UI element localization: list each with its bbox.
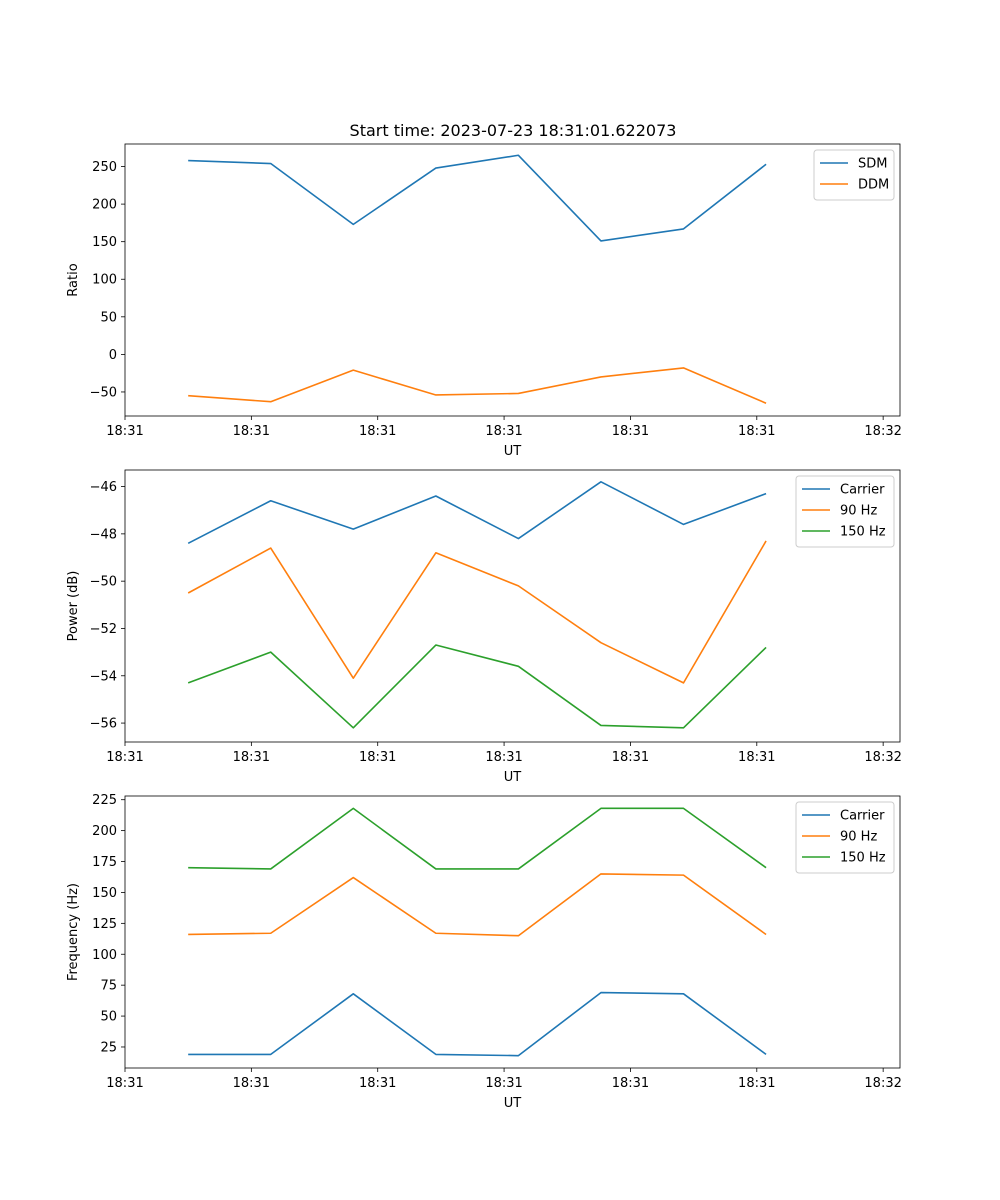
chart-1-y-tick-label: 150 — [92, 235, 117, 250]
chart-2-x-axis-label: UT — [504, 770, 522, 785]
chart-1-x-tick-label: 18:31 — [612, 424, 649, 439]
chart-1-x-tick-label: 18:32 — [864, 424, 901, 439]
chart-2-x-tick-label: 18:31 — [485, 750, 522, 765]
chart-3-x-tick-label: 18:31 — [106, 1076, 143, 1091]
chart-2-legend-label: Carrier — [840, 483, 885, 498]
chart-3-y-tick-label: 100 — [92, 948, 117, 963]
chart-3-x-tick-label: 18:31 — [359, 1076, 396, 1091]
chart-3-legend-label: 150 Hz — [840, 851, 886, 866]
chart-1-x-tick-label: 18:31 — [359, 424, 396, 439]
chart-2-legend-label: 150 Hz — [840, 525, 886, 540]
chart-3-y-tick-label: 175 — [92, 855, 117, 870]
chart-2-legend: Carrier 90 Hz 150 Hz — [795, 475, 895, 548]
chart-2-x-tick-label: 18:31 — [738, 750, 775, 765]
chart-2-y-tick-label: −54 — [90, 669, 117, 684]
chart-2-x-tick-label: 18:31 — [612, 750, 649, 765]
chart-3-series-150-hz-line — [188, 807, 767, 870]
chart-2-y-axis-label: Power (dB) — [66, 571, 81, 642]
chart-2-x-tick-label: 18:32 — [864, 750, 901, 765]
chart-3-y-tick-label: 225 — [92, 793, 117, 808]
chart-3-x-tick-label: 18:31 — [233, 1076, 270, 1091]
chart-1-y-tick-label: 250 — [92, 160, 117, 175]
chart-2-series-carrier-line — [187, 481, 767, 545]
chart-2-y-tick-label: −46 — [90, 480, 117, 495]
chart-3-x-axis-label: UT — [504, 1096, 522, 1111]
chart-3-x-tick-label: 18:31 — [485, 1076, 522, 1091]
chart-3-legend-label: Carrier — [840, 809, 885, 824]
chart-2-axes-frame — [124, 469, 901, 743]
chart-2-x-tick-label: 18:31 — [233, 750, 270, 765]
chart-3-legend-label: 90 Hz — [840, 830, 877, 845]
chart-2-x-tick-label: 18:31 — [359, 750, 396, 765]
chart-2-y-tick-label: −50 — [90, 575, 117, 590]
chart-1-legend: SDM DDM — [813, 149, 895, 201]
chart-2-series-90-hz-line — [187, 540, 767, 684]
chart-2-x-tick-label: 18:31 — [106, 750, 143, 765]
chart-1-y-tick-label: 0 — [109, 348, 117, 363]
chart-3-x-tick-label: 18:31 — [612, 1076, 649, 1091]
chart-1-y-tick-label: −50 — [90, 385, 117, 400]
chart-3-y-tick-label: 50 — [100, 1010, 117, 1025]
chart-1-legend-label: SDM — [858, 157, 887, 172]
chart-1-y-tick-label: 50 — [100, 310, 117, 325]
chart-3-y-axis-label: Frequency (Hz) — [66, 883, 81, 981]
figure-title: Start time: 2023-07-23 18:31:01.622073 — [350, 121, 677, 140]
chart-3-x-tick-label: 18:32 — [864, 1076, 901, 1091]
chart-1-y-tick-label: 100 — [92, 273, 117, 288]
chart-3-y-tick-label: 200 — [92, 824, 117, 839]
chart-3-legend-box — [795, 801, 895, 874]
chart-1-y-tick-label: 200 — [92, 198, 117, 213]
chart-1-y-axis-label: Ratio — [66, 263, 81, 296]
chart-2: 18:31 18:31 18:31 18:31 18:31 18:31 18:32 −56 −5… — [66, 469, 902, 785]
chart-1-x-tick-label: 18:31 — [485, 424, 522, 439]
chart-1-series-sdm-line — [188, 154, 767, 242]
chart-3-y-tick-label: 125 — [92, 917, 117, 932]
chart-3-legend: Carrier 90 Hz 150 Hz — [795, 801, 895, 874]
chart-3: 18:31 18:31 18:31 18:31 18:31 18:31 18:32 25 50 7… — [66, 793, 902, 1111]
chart-2-series-150-hz-line — [187, 644, 767, 729]
chart-2-y-tick-label: −48 — [90, 527, 117, 542]
panels: 18:31 18:31 18:31 18:31 18:31 18:31 18:32 −50 0 5… — [66, 143, 902, 1111]
chart-3-y-tick-label: 75 — [100, 979, 117, 994]
chart-1-x-tick-label: 18:31 — [106, 424, 143, 439]
chart-1-x-tick-label: 18:31 — [233, 424, 270, 439]
chart-3-y-tick-label: 25 — [100, 1040, 117, 1055]
chart-3-x-tick-label: 18:31 — [738, 1076, 775, 1091]
chart-3-series-90-hz-line — [188, 873, 767, 937]
chart-1: 18:31 18:31 18:31 18:31 18:31 18:31 18:32 −50 0 5… — [66, 143, 902, 459]
chart-1-legend-label: DDM — [858, 178, 889, 193]
chart-1-x-axis-label: UT — [504, 444, 522, 459]
chart-3-series-carrier-line — [188, 991, 767, 1057]
chart-2-legend-label: 90 Hz — [840, 504, 877, 519]
chart-1-x-tick-label: 18:31 — [738, 424, 775, 439]
chart-3-axes-frame — [124, 795, 901, 1069]
chart-2-y-tick-label: −56 — [90, 717, 117, 732]
chart-2-legend-box — [795, 475, 895, 548]
chart-1-axes-frame — [124, 143, 901, 417]
chart-2-y-tick-label: −52 — [90, 622, 117, 637]
chart-1-series-ddm-line — [188, 367, 767, 404]
chart-3-y-tick-label: 150 — [92, 886, 117, 901]
